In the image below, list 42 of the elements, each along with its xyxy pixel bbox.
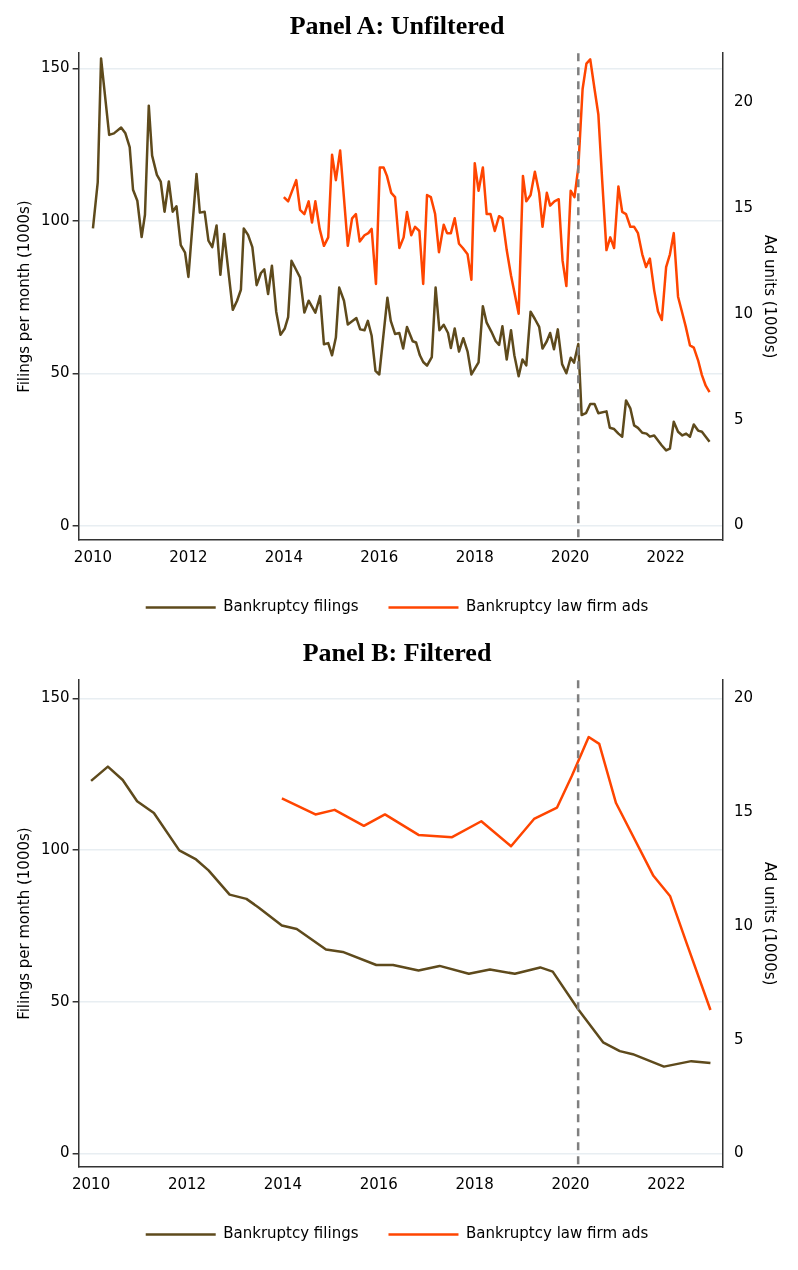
y2-tick-label: 20 — [733, 91, 754, 110]
legend-label: Bankruptcy filings — [223, 1224, 359, 1243]
x-tick-label: 2022 — [647, 1174, 686, 1193]
y2-tick-label: 5 — [733, 409, 744, 428]
x-tick-label: 2016 — [359, 1174, 398, 1193]
y2-tick-label: 0 — [733, 1143, 744, 1162]
y2-tick-label: 10 — [733, 303, 754, 322]
legend-label: Bankruptcy filings — [223, 597, 359, 616]
x-tick-label: 2018 — [455, 547, 494, 566]
x-tick-label: 2018 — [455, 1174, 494, 1193]
x-tick-label: 2022 — [646, 547, 685, 566]
y2-tick-label: 15 — [733, 802, 754, 821]
y-tick-label: 50 — [50, 363, 70, 382]
x-tick-label: 2012 — [169, 547, 208, 566]
y-tick-label: 150 — [40, 688, 70, 707]
y-tick-label: 100 — [40, 210, 70, 229]
y2-tick-label: 10 — [733, 915, 754, 934]
x-tick-label: 2020 — [551, 547, 590, 566]
chart-title: Panel B: Filtered — [302, 638, 492, 668]
x-tick-label: 2010 — [72, 1174, 111, 1193]
x-tick-label: 2016 — [360, 547, 399, 566]
y2-tick-label: 0 — [733, 515, 744, 534]
y-axis-title: Filings per month (1000s) — [14, 200, 33, 393]
y2-axis-title: Ad units (1000s) — [761, 234, 780, 359]
y-tick-label: 150 — [40, 58, 70, 77]
y-tick-label: 0 — [60, 515, 70, 534]
y-axis-title: Filings per month (1000s) — [14, 827, 33, 1020]
legend-label: Bankruptcy law firm ads — [465, 1224, 649, 1243]
y2-tick-label: 20 — [733, 688, 754, 707]
x-tick-label: 2010 — [73, 547, 113, 566]
x-tick-label: 2020 — [551, 1174, 590, 1193]
y-tick-label: 0 — [60, 1143, 70, 1162]
x-tick-label: 2014 — [264, 547, 303, 566]
y2-tick-label: 15 — [733, 197, 754, 216]
chart-title: Panel A: Unfiltered — [289, 11, 505, 41]
x-tick-label: 2014 — [263, 1174, 302, 1193]
y-tick-label: 100 — [40, 839, 70, 858]
y2-axis-title: Ad units (1000s) — [761, 861, 780, 986]
legend-label: Bankruptcy law firm ads — [465, 597, 649, 616]
y2-tick-label: 5 — [733, 1029, 744, 1048]
y-tick-label: 50 — [50, 991, 70, 1010]
x-tick-label: 2012 — [167, 1174, 207, 1193]
